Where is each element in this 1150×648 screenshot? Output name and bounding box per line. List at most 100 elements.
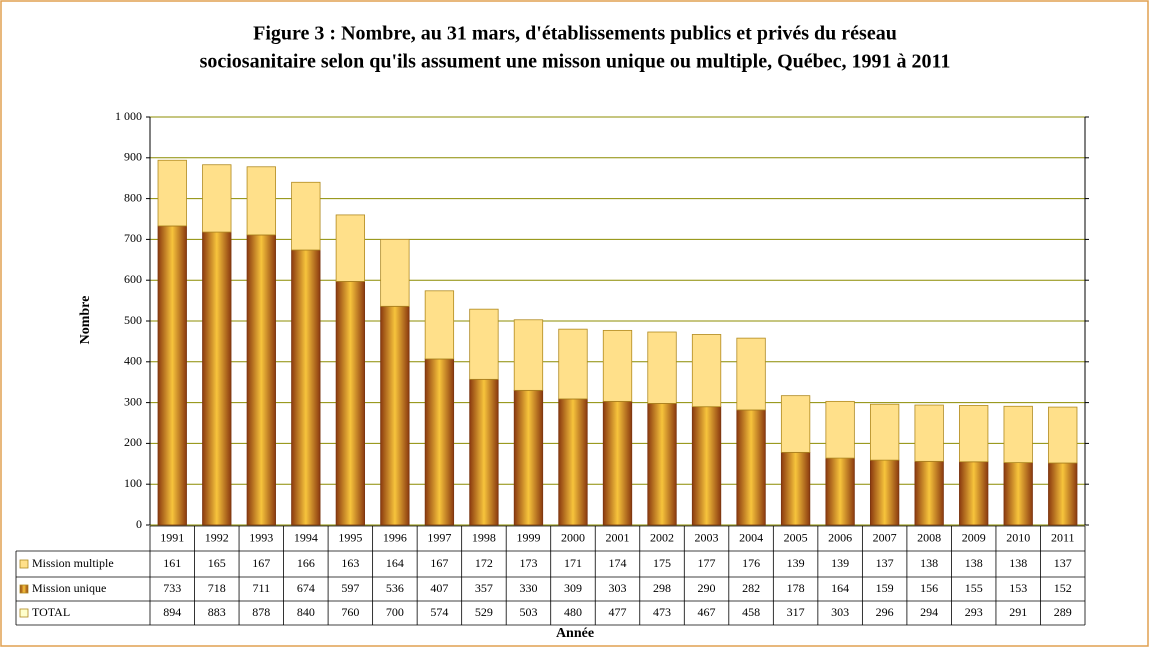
bar-segment [246, 234, 276, 526]
table-value: 529 [475, 605, 493, 619]
table-value: 164 [831, 581, 849, 595]
x-tick-label: 1994 [294, 530, 318, 544]
x-tick-label: 1995 [338, 530, 362, 544]
y-tick-label: 500 [124, 313, 142, 327]
table-value: 407 [430, 581, 448, 595]
y-tick-label: 700 [124, 231, 142, 245]
table-value: 177 [698, 556, 716, 570]
y-tick-label: 100 [124, 476, 142, 490]
table-value: 480 [564, 605, 582, 619]
y-tick-label: 300 [124, 394, 142, 408]
bar-segment [291, 249, 321, 526]
bar-segment [558, 398, 588, 526]
table-value: 155 [965, 581, 983, 595]
bar-segment [1048, 406, 1078, 464]
table-value: 178 [787, 581, 805, 595]
x-tick-label: 2007 [873, 530, 897, 544]
table-value: 711 [253, 581, 271, 595]
bar-segment [513, 319, 544, 391]
x-tick-label: 1997 [427, 530, 451, 544]
table-value: 167 [430, 556, 448, 570]
y-tick-label: 600 [124, 272, 142, 286]
x-tick-label: 1996 [383, 530, 407, 544]
x-tick-label: 2004 [739, 530, 763, 544]
table-value: 357 [475, 581, 493, 595]
legend-label: Mission multiple [32, 556, 114, 570]
x-tick-label: 2005 [784, 530, 808, 544]
table-value: 467 [698, 605, 716, 619]
table-value: 167 [252, 556, 270, 570]
table-value: 176 [742, 556, 760, 570]
y-tick-label: 800 [124, 190, 142, 204]
table-value: 878 [252, 605, 270, 619]
chart-title: sociosanitaire selon qu'ils assument une… [200, 51, 951, 73]
table-value: 458 [742, 605, 760, 619]
x-tick-label: 1999 [516, 530, 540, 544]
bar-segment [469, 378, 499, 526]
legend-swatch [19, 559, 29, 569]
table-value: 303 [831, 605, 849, 619]
bar-segment [246, 166, 276, 236]
table-value: 883 [208, 605, 226, 619]
bar-segment [602, 400, 633, 526]
table-value: 174 [609, 556, 627, 570]
table-value: 161 [163, 556, 181, 570]
table-value: 290 [698, 581, 716, 595]
x-tick-label: 1991 [160, 530, 184, 544]
table-value: 138 [1009, 556, 1027, 570]
chart-title: Figure 3 : Nombre, au 31 mars, d'établis… [253, 23, 897, 45]
table-value: 718 [208, 581, 226, 595]
bar-segment [780, 451, 811, 526]
table-value: 309 [564, 581, 582, 595]
table-value: 597 [341, 581, 359, 595]
bar-segment [1048, 462, 1078, 526]
bar-segment [736, 337, 766, 411]
legend-swatch [19, 584, 29, 594]
x-tick-label: 2008 [917, 530, 941, 544]
x-tick-label: 1993 [249, 530, 273, 544]
table-value: 317 [787, 605, 805, 619]
bar-segment [157, 159, 187, 227]
y-tick-label: 0 [136, 517, 142, 531]
table-value: 163 [341, 556, 359, 570]
table-value: 165 [208, 556, 226, 570]
bar-segment [914, 460, 944, 526]
table-value: 172 [475, 556, 493, 570]
table-value: 700 [386, 605, 404, 619]
table-value: 733 [163, 581, 181, 595]
bar-segment [869, 459, 900, 526]
table-value: 303 [609, 581, 627, 595]
table-value: 166 [297, 556, 315, 570]
bar-segment [647, 331, 677, 404]
bar-segment [959, 405, 989, 463]
table-value: 289 [1054, 605, 1072, 619]
x-tick-label: 1992 [205, 530, 229, 544]
bar-segment [424, 290, 455, 360]
table-value: 159 [876, 581, 894, 595]
bar-segment [780, 395, 811, 453]
y-axis-title: Nombre [78, 296, 93, 345]
table-value: 503 [519, 605, 537, 619]
table-value: 139 [831, 556, 849, 570]
y-tick-label: 900 [124, 150, 142, 164]
table-value: 153 [1009, 581, 1027, 595]
bar-segment [869, 403, 900, 461]
x-tick-label: 2010 [1006, 530, 1030, 544]
table-value: 674 [297, 581, 315, 595]
bar-segment [335, 214, 366, 282]
bar-segment [335, 281, 366, 526]
x-tick-label: 2001 [606, 530, 630, 544]
table-value: 291 [1009, 605, 1027, 619]
y-tick-label: 200 [124, 435, 142, 449]
x-tick-label: 2009 [962, 530, 986, 544]
bar-segment [1003, 462, 1033, 526]
table-value: 138 [965, 556, 983, 570]
x-tick-label: 2000 [561, 530, 585, 544]
table-value: 139 [787, 556, 805, 570]
table-value: 173 [519, 556, 537, 570]
bar-segment [914, 404, 944, 462]
table-value: 137 [876, 556, 894, 570]
table-value: 156 [920, 581, 938, 595]
